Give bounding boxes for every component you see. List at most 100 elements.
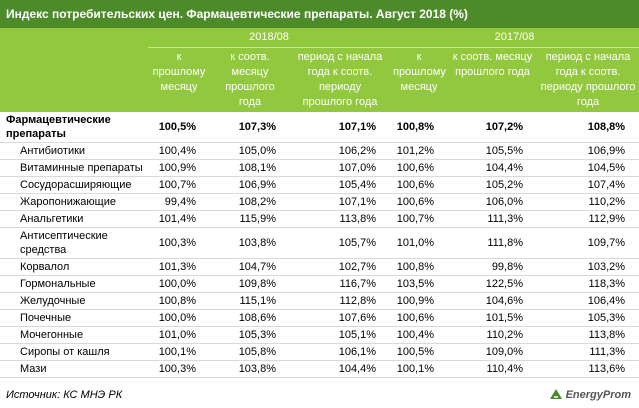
cell: 108,1%: [210, 159, 290, 177]
cell: 115,9%: [210, 210, 290, 228]
row: Мочегонные 101,0% 105,3% 105,1% 100,4% 110,2%…: [0, 326, 639, 344]
row: Антисептические средства 100,3% 103,8% 105,…: [0, 227, 639, 259]
cell: 105,0%: [210, 142, 290, 160]
group-header: 2017/08: [390, 28, 639, 48]
title: Индекс потребительских цен. Фармацевтиче…: [0, 0, 639, 28]
cell: 107,0%: [290, 159, 391, 177]
row-label: Фармацевтические препараты: [0, 112, 148, 143]
cell: 106,4%: [537, 292, 639, 310]
cell: 105,7%: [290, 227, 391, 259]
corner: [0, 28, 148, 112]
cell: 103,2%: [537, 258, 639, 276]
cell: 105,3%: [537, 309, 639, 327]
cell: 107,1%: [290, 112, 391, 143]
cell: 100,8%: [390, 112, 449, 143]
row: Жаропонижающие 99,4% 108,2% 107,1% 100,6% 106…: [0, 193, 639, 211]
cell: 109,8%: [210, 275, 290, 293]
cell: 105,8%: [210, 343, 290, 361]
row-label: Сосудорасширяющие: [0, 176, 148, 194]
cell: 102,7%: [290, 258, 391, 276]
cell: 100,4%: [148, 142, 210, 160]
cell: 115,1%: [210, 292, 290, 310]
row: Сосудорасширяющие 100,7% 106,9% 105,4% 100,6…: [0, 176, 639, 194]
row-label: Корвалол: [0, 258, 148, 276]
cell: 100,3%: [148, 227, 210, 259]
cell: 106,2%: [290, 142, 391, 160]
row-label: Желудочные: [0, 292, 148, 310]
row-label: Почечные: [0, 309, 148, 327]
row: Почечные 100,0% 108,6% 107,6% 100,6% 101,5% 10…: [0, 309, 639, 327]
cell: 110,4%: [448, 360, 538, 378]
cell: 109,0%: [448, 343, 538, 361]
cell: 118,3%: [537, 275, 639, 293]
cell: 113,6%: [537, 360, 639, 378]
row: Анальгетики 101,4% 115,9% 113,8% 100,7% 111,3…: [0, 210, 639, 228]
cell: 107,1%: [290, 193, 391, 211]
row-label: Гормональные: [0, 275, 148, 293]
cell: 101,2%: [390, 142, 449, 160]
cell: 100,8%: [148, 292, 210, 310]
cell: 104,7%: [210, 258, 290, 276]
column-header: период с начала года к соотв. периоду пр…: [537, 47, 639, 112]
cell: 107,2%: [448, 112, 538, 143]
header-row: к прошлому месяцу к соотв. месяцу прошлог…: [0, 47, 639, 112]
source: Источник: КС МНЭ РК: [6, 389, 123, 401]
row-label: Анальгетики: [0, 210, 148, 228]
cell: 103,8%: [210, 227, 290, 259]
cell: 122,5%: [448, 275, 538, 293]
cell: 101,0%: [390, 227, 449, 259]
row: Антибиотики 100,4% 105,0% 106,2% 101,2% 105,5…: [0, 142, 639, 160]
row: Витаминные препараты 100,9% 108,1% 107,0% 10…: [0, 159, 639, 177]
cell: 108,2%: [210, 193, 290, 211]
cell: 101,0%: [148, 326, 210, 344]
row: Мази 100,3% 103,8% 104,4% 100,1% 110,4% 113,6%: [0, 360, 639, 378]
row-label: Мочегонные: [0, 326, 148, 344]
cell: 105,4%: [290, 176, 391, 194]
column-header: к прошлому месяцу: [148, 47, 210, 112]
cell: 100,5%: [390, 343, 449, 361]
logo-icon: [549, 389, 562, 399]
cell: 99,8%: [448, 258, 538, 276]
cell: 112,8%: [290, 292, 391, 310]
row-label: Антисептические средства: [0, 227, 148, 259]
cell: 105,5%: [448, 142, 538, 160]
cell: 100,9%: [148, 159, 210, 177]
row: Фармацевтические препараты 100,5% 107,3% 10…: [0, 112, 639, 143]
cell: 108,6%: [210, 309, 290, 327]
cell: 106,9%: [537, 142, 639, 160]
cell: 100,6%: [390, 193, 449, 211]
cell: 103,8%: [210, 360, 290, 378]
cell: 105,3%: [210, 326, 290, 344]
cell: 113,8%: [290, 210, 391, 228]
cell: 111,3%: [448, 210, 538, 228]
column-header: к соотв. месяцу прошлого года: [448, 47, 538, 112]
cell: 100,6%: [390, 309, 449, 327]
cell: 100,1%: [148, 343, 210, 361]
cell: 104,4%: [448, 159, 538, 177]
cell: 106,1%: [290, 343, 391, 361]
cell: 111,3%: [537, 343, 639, 361]
cell: 100,8%: [390, 258, 449, 276]
column-header: период с начала года к соотв. периоду пр…: [290, 47, 391, 112]
cell: 106,0%: [448, 193, 538, 211]
cell: 100,1%: [390, 360, 449, 378]
cell: 107,4%: [537, 176, 639, 194]
cell: 99,4%: [148, 193, 210, 211]
cell: 101,5%: [448, 309, 538, 327]
logo: EnergyProm: [549, 388, 631, 401]
cell: 100,0%: [148, 275, 210, 293]
header-row: 2018/08 2017/08: [0, 28, 639, 112]
cell: 100,7%: [148, 176, 210, 194]
row: Корвалол 101,3% 104,7% 102,7% 100,8% 99,8% 103…: [0, 258, 639, 276]
cell: 104,5%: [537, 159, 639, 177]
cell: 101,3%: [148, 258, 210, 276]
cell: 100,6%: [390, 159, 449, 177]
cell: 100,4%: [390, 326, 449, 344]
cell: 108,8%: [537, 112, 639, 143]
cell: 106,9%: [210, 176, 290, 194]
cell: 110,2%: [448, 326, 538, 344]
footer: Источник: КС МНЭ РК EnergyProm: [0, 384, 639, 408]
cell: 101,4%: [148, 210, 210, 228]
group-header: 2018/08: [148, 28, 391, 48]
